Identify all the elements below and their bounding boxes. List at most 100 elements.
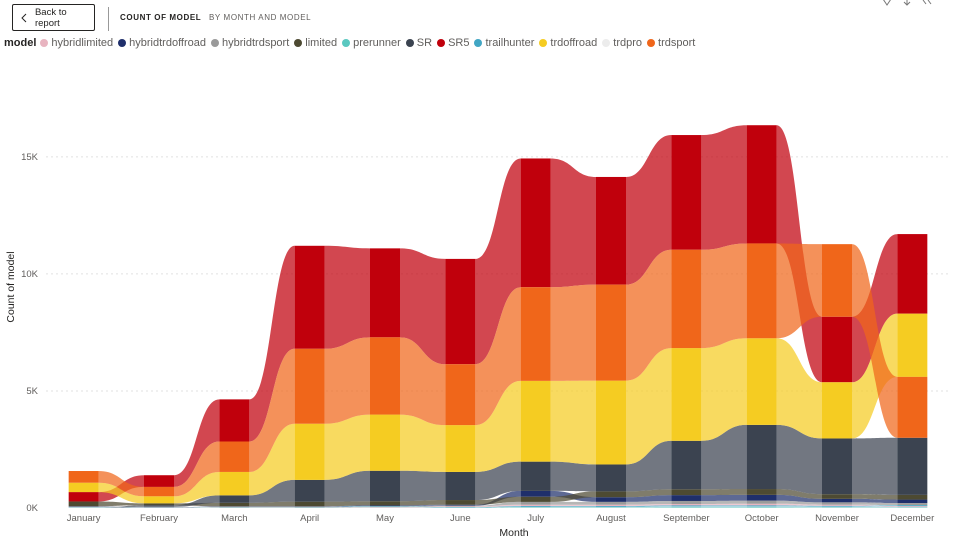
bar-segment-sr5[interactable] [671, 135, 702, 250]
ribbon-sr[interactable] [852, 437, 898, 495]
ribbon-trdoffroad[interactable] [324, 414, 370, 480]
bar-segment-hybridtrdsport[interactable] [445, 505, 476, 507]
ribbon-trdoffroad[interactable] [475, 380, 521, 472]
ribbon-sr[interactable] [174, 495, 220, 507]
ribbon-hybridlimited[interactable] [475, 504, 521, 508]
ribbon-trdoffroad[interactable] [776, 338, 822, 439]
bar-segment-limited[interactable] [822, 494, 852, 499]
bar-segment-hybridlimited[interactable] [445, 506, 476, 508]
bar-segment-trdsport[interactable] [445, 364, 476, 426]
bar-segment-trailhunter[interactable] [671, 505, 702, 507]
ribbon-trdpro[interactable] [776, 506, 822, 508]
filter-icon[interactable] [882, 0, 892, 6]
bar-segment-trailhunter[interactable] [822, 505, 852, 507]
ribbon-trdsport[interactable] [400, 337, 446, 426]
ribbon-limited[interactable] [249, 501, 295, 507]
ribbon-hybridlimited[interactable] [776, 503, 822, 506]
ribbon-trdsport[interactable] [626, 249, 672, 381]
ribbon-limited[interactable] [852, 494, 898, 500]
ribbon-trdsport[interactable] [550, 284, 596, 381]
bar-segment-sr5[interactable] [897, 234, 928, 314]
ribbon-limited[interactable] [475, 496, 521, 505]
bar-segment-trailhunter[interactable] [596, 506, 626, 508]
ribbon-hybridtrdsport[interactable] [475, 501, 521, 507]
bar-segment-limited[interactable] [294, 501, 325, 507]
bar-segment-hybridtrdoffroad[interactable] [520, 490, 551, 497]
ribbon-sr[interactable] [626, 440, 672, 492]
bar-segment-hybridtrdoffroad[interactable] [445, 504, 476, 506]
bar-segment-hybridlimited[interactable] [822, 504, 852, 506]
ribbon-trdoffroad[interactable] [626, 348, 672, 465]
bar-segment-trailhunter[interactable] [520, 506, 551, 508]
ribbon-trdsport[interactable] [324, 337, 370, 424]
bar-segment-trdsport[interactable] [370, 337, 400, 415]
bar-segment-sr[interactable] [219, 495, 250, 503]
legend-item-trdpro[interactable]: trdpro [602, 37, 642, 49]
ribbon-hybridtrdsport[interactable] [400, 505, 446, 508]
ribbon-trailhunter[interactable] [852, 505, 898, 507]
ribbon-trdsport[interactable] [98, 471, 144, 497]
bar-segment-hybridtrdsport[interactable] [671, 500, 702, 505]
ribbon-limited[interactable] [98, 501, 144, 507]
bar-segment-trdsport[interactable] [144, 486, 174, 497]
bar-segment-sr[interactable] [596, 464, 626, 492]
bar-segment-sr5[interactable] [822, 316, 852, 383]
bar-segment-trdsport[interactable] [219, 441, 250, 472]
bar-segment-limited[interactable] [68, 501, 99, 507]
bar-segment-sr[interactable] [520, 461, 551, 491]
bar-segment-sr[interactable] [370, 470, 400, 502]
bar-segment-trdoffroad[interactable] [520, 380, 551, 462]
bar-segment-hybridtrdoffroad[interactable] [897, 499, 928, 504]
bar-segment-trdpro[interactable] [822, 506, 852, 508]
ribbon-sr5[interactable] [550, 158, 596, 288]
ribbon-sr5[interactable] [701, 125, 747, 250]
legend-item-trdoffroad[interactable]: trdoffroad [539, 37, 597, 49]
ribbon-hybridtrdoffroad[interactable] [776, 494, 822, 503]
bar-segment-limited[interactable] [445, 500, 476, 505]
legend-item-sr[interactable]: SR [405, 37, 432, 49]
bar-segment-limited[interactable] [897, 494, 928, 500]
bar-segment-hybridlimited[interactable] [897, 506, 928, 508]
ribbon-prerunner[interactable] [324, 507, 370, 508]
ribbon-trailhunter[interactable] [98, 507, 144, 508]
bar-segment-hybridlimited[interactable] [520, 504, 551, 507]
ribbon-hybridtrdsport[interactable] [701, 500, 747, 505]
ribbon-prerunner[interactable] [626, 507, 672, 508]
ribbon-trdoffroad[interactable] [400, 414, 446, 472]
ribbon-hybridtrdoffroad[interactable] [324, 505, 370, 507]
ribbon-trailhunter[interactable] [776, 505, 822, 507]
legend-item-hybridtrdsport[interactable]: hybridtrdsport [211, 37, 289, 49]
ribbon-trailhunter[interactable] [475, 506, 521, 508]
bar-segment-trdsport[interactable] [822, 244, 852, 317]
bar-segment-trdoffroad[interactable] [671, 348, 702, 441]
ribbon-trdsport[interactable] [776, 243, 822, 339]
bar-segment-trdoffroad[interactable] [746, 338, 777, 425]
legend-item-trdsport[interactable]: trdsport [647, 37, 695, 49]
bar-segment-hybridtrdoffroad[interactable] [370, 505, 400, 507]
ribbon-trdoffroad[interactable] [249, 423, 295, 496]
bar-segment-trdsport[interactable] [68, 471, 99, 483]
ribbon-trdoffroad[interactable] [701, 338, 747, 441]
bar-segment-sr5[interactable] [445, 258, 476, 365]
bar-segment-limited[interactable] [144, 503, 174, 506]
bar-segment-hybridtrdsport[interactable] [746, 500, 777, 504]
ribbon-limited[interactable] [550, 491, 596, 502]
ribbon-trailhunter[interactable] [701, 505, 747, 507]
bar-segment-sr[interactable] [144, 505, 174, 507]
ribbon-limited[interactable] [776, 489, 822, 499]
ribbon-hybridtrdsport[interactable] [550, 501, 596, 505]
bar-segment-hybridtrdoffroad[interactable] [822, 498, 852, 503]
ribbon-hybridtrdsport[interactable] [852, 502, 898, 506]
ribbon-trdsport[interactable] [174, 441, 220, 497]
ribbon-prerunner[interactable] [776, 507, 822, 508]
ribbon-trailhunter[interactable] [174, 507, 220, 508]
ribbon-hybridlimited[interactable] [701, 503, 747, 506]
bar-segment-sr5[interactable] [144, 475, 174, 487]
bar-segment-limited[interactable] [671, 489, 702, 496]
bar-segment-hybridlimited[interactable] [746, 503, 777, 506]
ribbon-sr5[interactable] [324, 245, 370, 349]
bar-segment-hybridtrdoffroad[interactable] [746, 494, 777, 501]
bar-segment-limited[interactable] [596, 491, 626, 498]
ribbon-sr5[interactable] [626, 135, 672, 285]
bar-segment-hybridtrdsport[interactable] [897, 503, 928, 506]
